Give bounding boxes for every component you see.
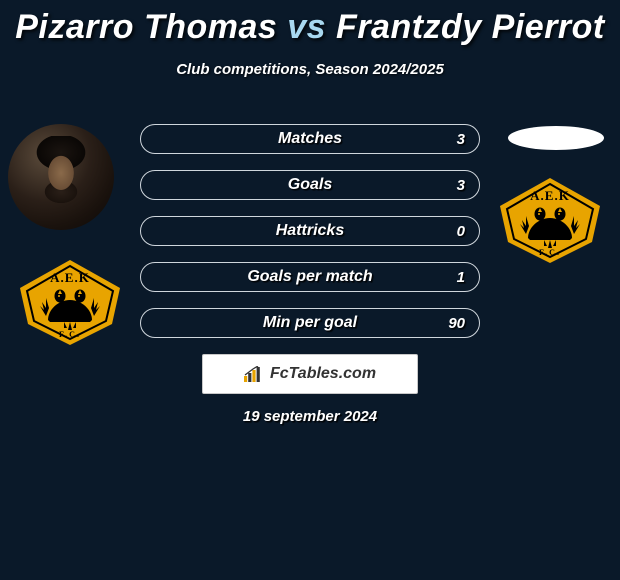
player2-name: Frantzdy Pierrot xyxy=(336,8,605,46)
chart-bars-icon xyxy=(244,366,264,382)
subtitle: Club competitions, Season 2024/2025 xyxy=(0,61,620,78)
player2-club-badge xyxy=(500,178,600,268)
player2-avatar-placeholder xyxy=(508,126,604,150)
stat-row-min-per-goal: Min per goal 90 xyxy=(140,308,480,338)
stat-right-value: 90 xyxy=(448,315,465,332)
player1-avatar xyxy=(8,124,114,230)
stat-right-value: 3 xyxy=(457,131,465,148)
stat-right-value: 3 xyxy=(457,177,465,194)
stat-label: Hattricks xyxy=(276,222,344,240)
date-label: 19 september 2024 xyxy=(0,408,620,425)
aek-badge-icon xyxy=(20,260,120,345)
player1-name: Pizarro Thomas xyxy=(15,8,277,46)
branding-box[interactable]: FcTables.com xyxy=(202,354,418,394)
stat-label: Min per goal xyxy=(263,314,357,332)
stat-label: Goals xyxy=(288,176,332,194)
stat-right-value: 0 xyxy=(457,223,465,240)
branding-label: FcTables.com xyxy=(270,365,376,383)
stat-row-hattricks: Hattricks 0 xyxy=(140,216,480,246)
stat-row-goals-per-match: Goals per match 1 xyxy=(140,262,480,292)
stat-label: Goals per match xyxy=(247,268,372,286)
page-title: Pizarro Thomas vs Frantzdy Pierrot xyxy=(0,0,620,47)
stat-label: Matches xyxy=(278,130,342,148)
stat-right-value: 1 xyxy=(457,269,465,286)
aek-badge-icon xyxy=(500,178,600,263)
vs-label: vs xyxy=(287,8,326,46)
stats-table: Matches 3 Goals 3 Hattricks 0 Goals per … xyxy=(140,124,480,354)
player1-club-badge xyxy=(20,260,120,345)
stat-row-matches: Matches 3 xyxy=(140,124,480,154)
stat-row-goals: Goals 3 xyxy=(140,170,480,200)
